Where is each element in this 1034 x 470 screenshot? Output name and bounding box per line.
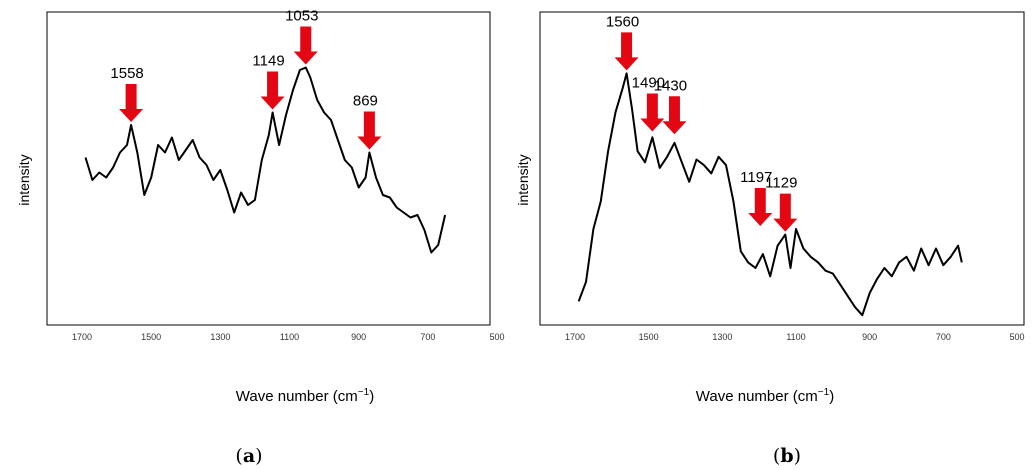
- peak-arrow-icon: [748, 188, 773, 227]
- chart-b-peak-1490: 1490: [632, 75, 665, 132]
- chart-a-series-line: [84, 66, 447, 254]
- chart-a-x-ticks: 1700 1500 1300 1100 900 700 500: [72, 332, 505, 342]
- peak-arrow-icon: [260, 71, 285, 110]
- chart-b-peak-1560: 1560: [606, 13, 639, 71]
- peak-label: 1149: [252, 53, 284, 70]
- chart-b-x-tick-label: 500: [1009, 332, 1024, 342]
- chart-a-x-tick-label: 500: [489, 332, 504, 342]
- peak-arrow-icon: [614, 32, 639, 71]
- chart-b-plot-frame: [539, 11, 1025, 326]
- peak-arrow-icon: [357, 111, 382, 150]
- chart-a-plot-frame: [46, 11, 491, 326]
- chart-a-x-tick-label: 1100: [280, 332, 299, 342]
- peak-arrow-icon: [773, 193, 798, 232]
- chart-b-y-axis-label: intensity: [515, 154, 531, 205]
- chart-a-x-tick-label: 900: [351, 332, 366, 342]
- chart-b-peak-1430: 1430: [654, 77, 687, 135]
- chart-a-x-tick-label: 1700: [72, 332, 92, 342]
- chart-b-x-tick-label: 1500: [639, 332, 659, 342]
- chart-a-peak-annotations: 1558 1149 1053 869: [110, 8, 382, 150]
- peak-label: 1558: [110, 65, 143, 82]
- chart-a-y-axis-label: intensity: [16, 154, 32, 205]
- chart-a-peak-869: 869: [353, 93, 382, 150]
- chart-a-peak-1558: 1558: [110, 65, 144, 122]
- chart-b-x-axis-label: Wave number (cm−1): [696, 387, 834, 405]
- chart-a: 1700 1500 1300 1100 900 700 500 1558 1149 1053 86…: [16, 8, 505, 468]
- chart-b-x-tick-label: 1700: [565, 332, 585, 342]
- chart-b-x-tick-label: 900: [862, 332, 877, 342]
- peak-label: 1053: [285, 8, 318, 25]
- peak-label: 1129: [765, 175, 797, 192]
- chart-a-peak-1053: 1053: [285, 8, 318, 65]
- peak-arrow-icon: [119, 84, 144, 122]
- chart-a-x-tick-label: 700: [420, 332, 435, 342]
- chart-b-x-tick-label: 1300: [712, 332, 732, 342]
- chart-b-panel-label: (b): [773, 445, 801, 467]
- chart-a-x-axis-label: Wave number (cm−1): [236, 387, 374, 405]
- peak-label: 1430: [654, 77, 687, 94]
- chart-b-x-ticks: 1700 1500 1300 1100 900 700 500: [565, 332, 1025, 342]
- chart-a-peak-1149: 1149: [252, 53, 285, 110]
- chart-b-x-tick-label: 700: [936, 332, 951, 342]
- chart-a-panel-label: (a): [235, 445, 262, 467]
- chart-b-x-tick-label: 1100: [786, 332, 805, 342]
- peak-label: 1490: [632, 75, 665, 92]
- chart-b-peak-1197: 1197: [740, 169, 773, 227]
- peak-label: 1197: [740, 169, 772, 186]
- peak-label: 1560: [606, 13, 639, 30]
- chart-a-x-tick-label: 1500: [141, 332, 161, 342]
- peak-arrow-icon: [293, 26, 318, 65]
- chart-b-peak-1129: 1129: [765, 175, 797, 232]
- peak-arrow-icon: [640, 93, 665, 132]
- chart-a-x-tick-label: 1300: [210, 332, 230, 342]
- peak-label: 869: [353, 93, 378, 110]
- peak-arrow-icon: [662, 96, 687, 135]
- chart-b-series-line: [577, 72, 963, 317]
